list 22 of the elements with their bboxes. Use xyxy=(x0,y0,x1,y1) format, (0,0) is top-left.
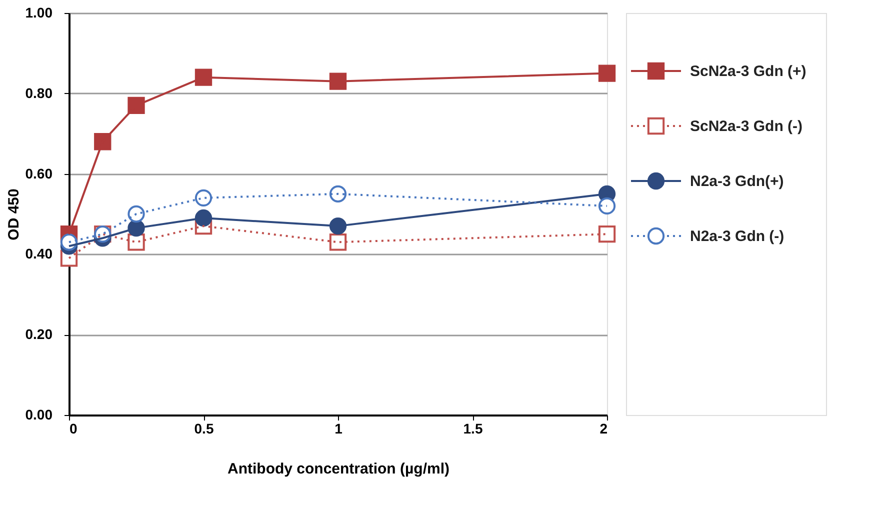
x-axis-title: Antibody concentration (µg/ml) xyxy=(228,460,450,478)
legend-label: ScN2a-3 Gdn (-) xyxy=(690,118,803,135)
y-tick-label: 0.40 xyxy=(25,246,53,262)
y-tick-label: 0.60 xyxy=(25,165,53,182)
y-tick-label: 1.00 xyxy=(25,4,53,20)
x-tick-label: 1 xyxy=(334,420,343,436)
x-tick-label: 0 xyxy=(70,420,78,436)
point xyxy=(598,64,616,82)
y-tick-label: 0.00 xyxy=(25,406,53,422)
legend-label: ScN2a-3 Gdn (+) xyxy=(690,63,806,80)
x-tick-label: 0.5 xyxy=(194,420,214,436)
legend-label: N2a-3 Gdn (-) xyxy=(690,228,784,245)
x-tick-label: 2 xyxy=(600,420,608,436)
point xyxy=(598,197,616,215)
point xyxy=(194,68,212,86)
y-tick-label: 0.20 xyxy=(25,326,53,342)
y-tick-label: 0.80 xyxy=(25,84,53,101)
point xyxy=(329,234,347,251)
y-axis-title: OD 450 xyxy=(5,188,22,240)
point xyxy=(598,226,616,243)
legend-label: N2a-3 Gdn(+) xyxy=(690,173,784,190)
x-tick-label: 1.5 xyxy=(463,420,483,436)
